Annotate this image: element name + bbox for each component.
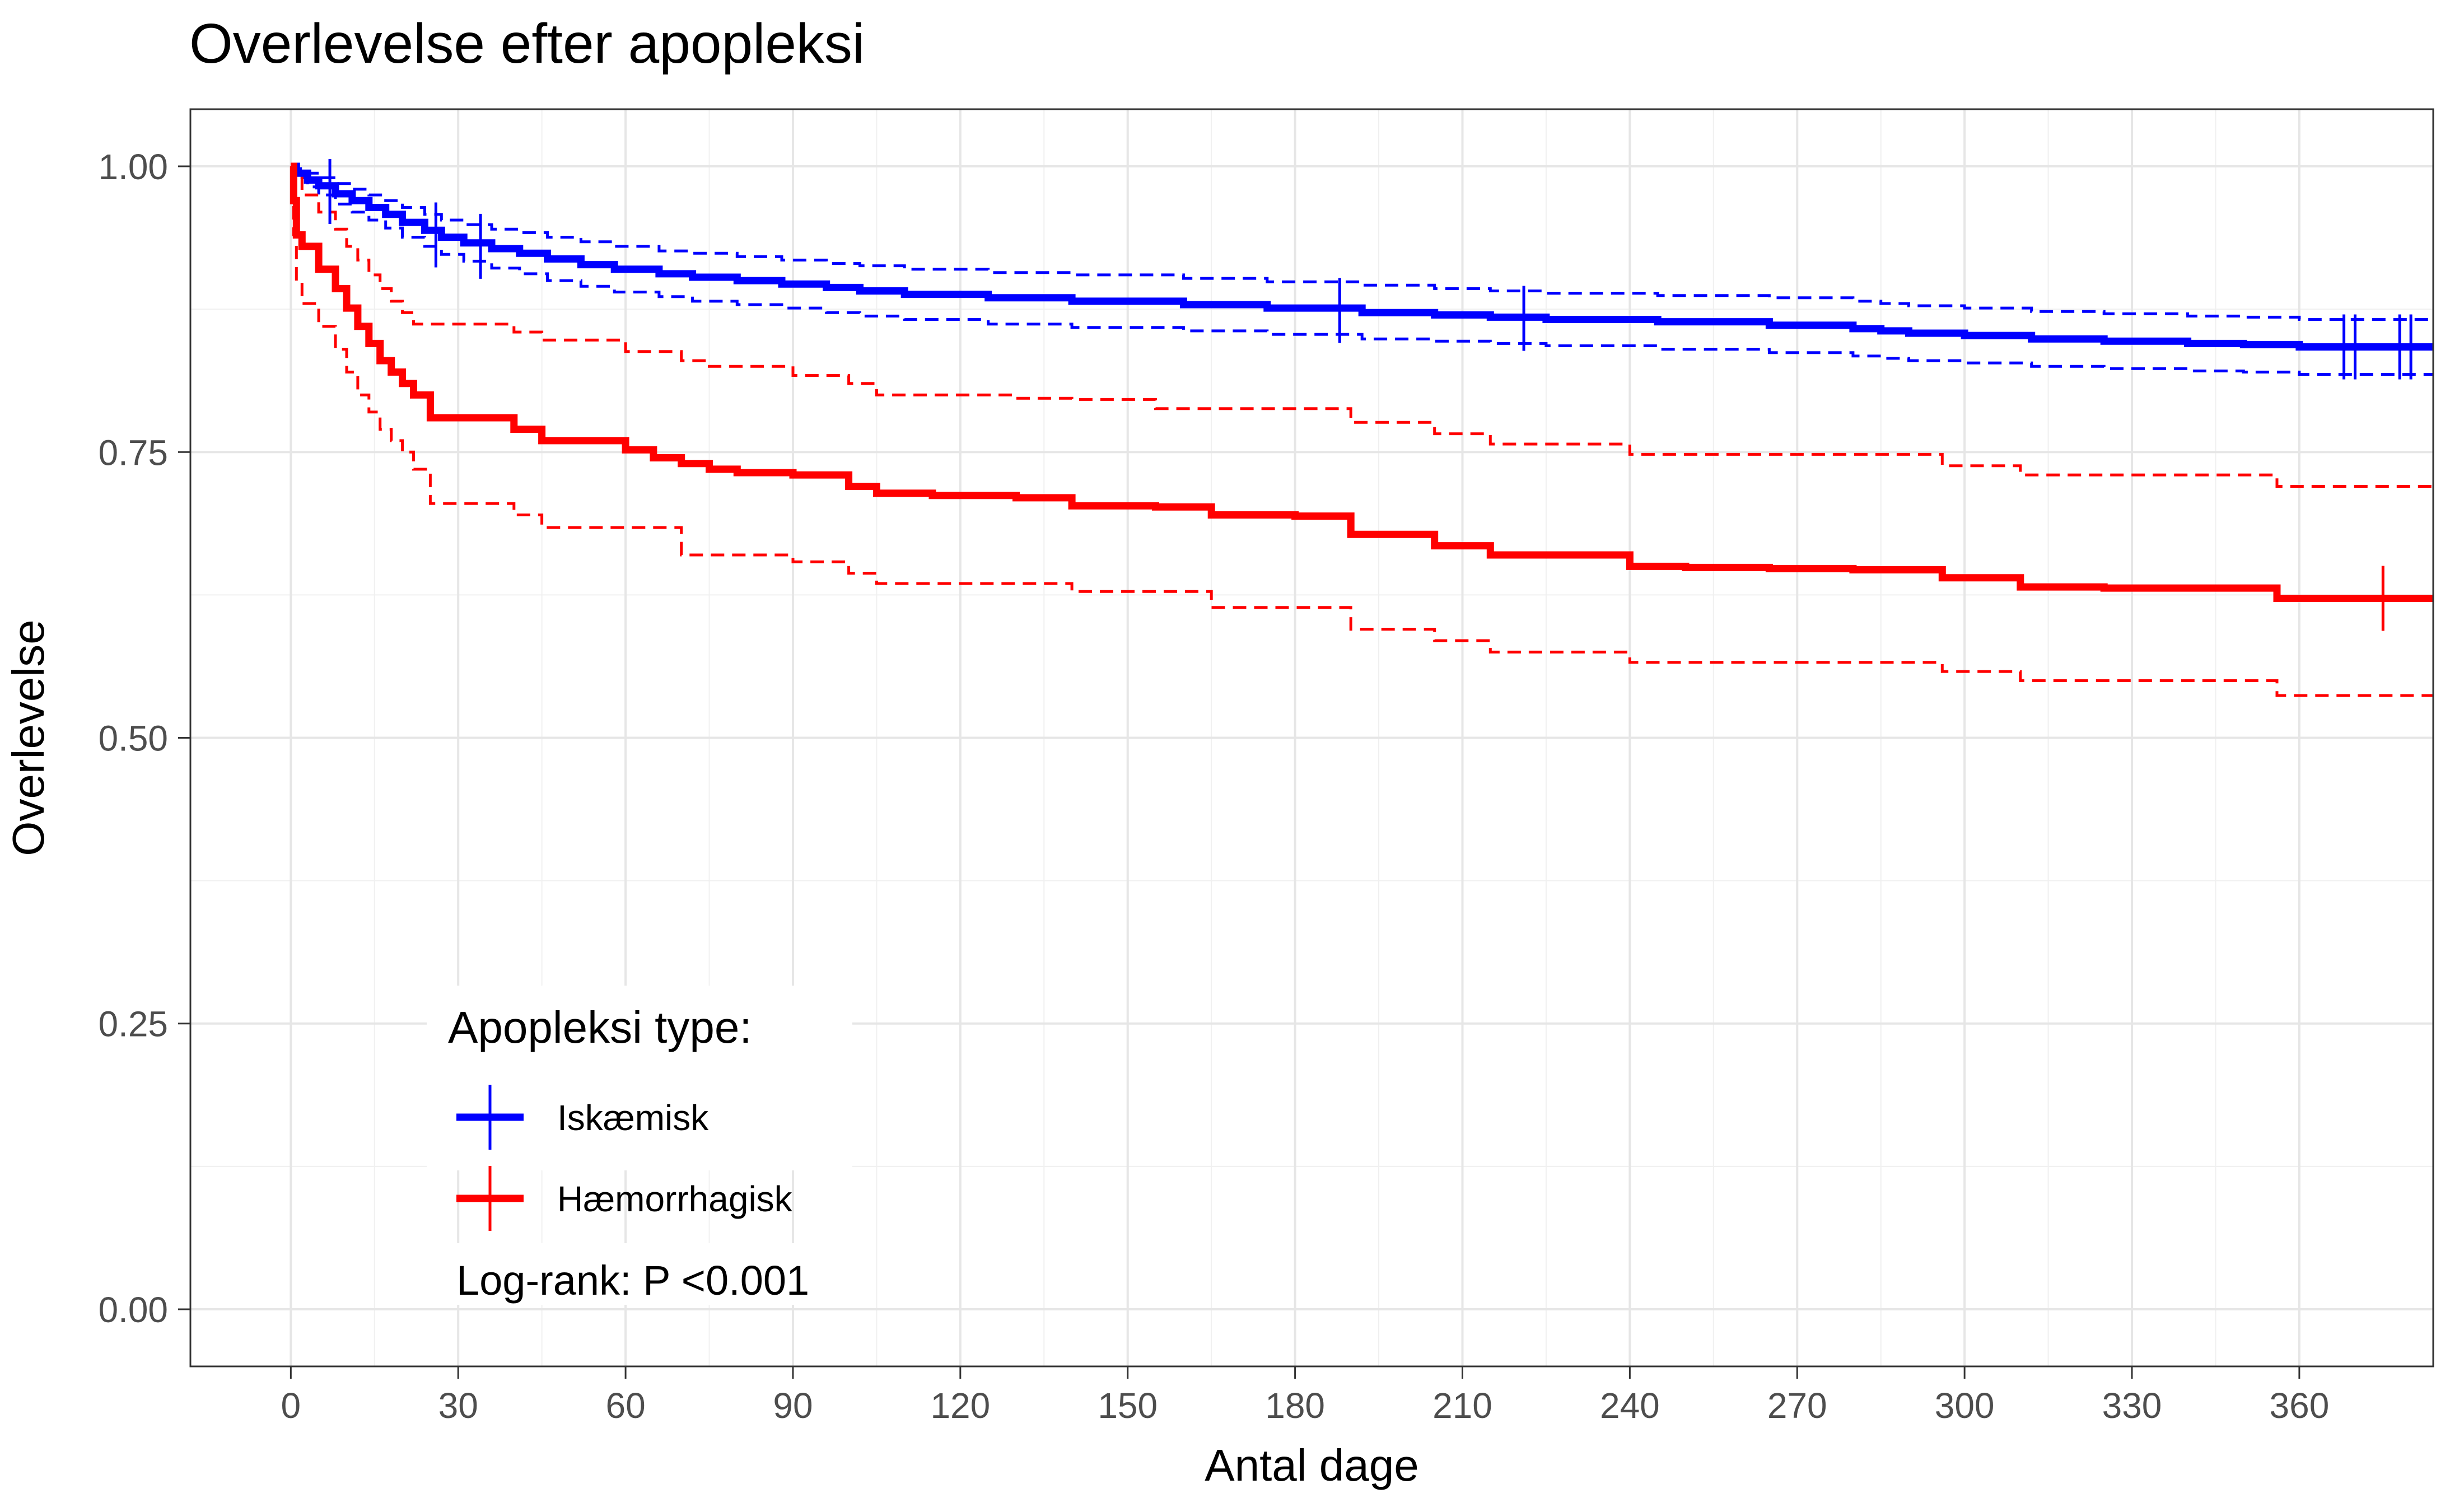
confidence-bands: [291, 165, 2433, 697]
x-tick-label: 120: [930, 1385, 990, 1426]
x-axis-label: Antal dage: [1205, 1440, 1419, 1490]
legend-label-haemorrhagisk: Hæmorrhagisk: [557, 1179, 793, 1219]
x-tick-label: 270: [1767, 1385, 1827, 1426]
ci-lower-haemorrhagisk: [291, 165, 2433, 697]
x-tick-label: 150: [1098, 1385, 1158, 1426]
ci-upper-iskaemisk: [291, 165, 2433, 321]
y-tick-label: 0.75: [98, 432, 168, 473]
legend-entry-iskaemisk: Iskæmisk: [456, 1085, 709, 1150]
y-axis-ticks: 0.00 0.25 0.50 0.75 1.00: [98, 147, 190, 1330]
legend-title: Apopleksi type:: [448, 1002, 752, 1052]
x-tick-label: 180: [1265, 1385, 1325, 1426]
x-tick-label: 210: [1432, 1385, 1492, 1426]
y-tick-label: 0.50: [98, 718, 168, 759]
x-tick-label: 30: [438, 1385, 478, 1426]
x-tick-label: 60: [605, 1385, 645, 1426]
y-tick-label: 0.25: [98, 1004, 168, 1044]
y-axis-label: Overlevelse: [3, 619, 53, 856]
legend-label-iskaemisk: Iskæmisk: [557, 1098, 709, 1138]
x-tick-label: 360: [2270, 1385, 2330, 1426]
log-rank-annotation: Log-rank: P <0.001: [456, 1257, 809, 1304]
ci-upper-haemorrhagisk: [291, 165, 2433, 488]
survival-curves: [290, 162, 2433, 602]
x-tick-label: 240: [1600, 1385, 1660, 1426]
x-axis-ticks: 0 30 60 90 120 150 180 210 240 270 300 330 360: [281, 1366, 2330, 1426]
ci-lower-iskaemisk: [291, 165, 2433, 376]
x-tick-label: 300: [1935, 1385, 1995, 1426]
x-tick-label: 90: [773, 1385, 813, 1426]
legend-entry-haemorrhagisk: Hæmorrhagisk: [456, 1166, 793, 1231]
annotation-background: [448, 1243, 857, 1305]
censor-marks: [328, 158, 2412, 631]
x-tick-label: 0: [281, 1385, 301, 1426]
chart-title: Overlevelse efter apopleksi: [189, 12, 865, 75]
survival-line-iskaemisk: [291, 162, 2433, 351]
survival-line-haemorrhagisk: [290, 162, 2433, 602]
legend-entries: Iskæmisk Hæmorrhagisk: [456, 1085, 793, 1231]
x-tick-label: 330: [2102, 1385, 2162, 1426]
legend-background: [427, 986, 852, 1170]
legend: Apopleksi type: Iskæmisk Hæmorrhagisk: [427, 986, 852, 1231]
y-tick-label: 1.00: [98, 147, 168, 187]
y-tick-label: 0.00: [98, 1290, 168, 1330]
